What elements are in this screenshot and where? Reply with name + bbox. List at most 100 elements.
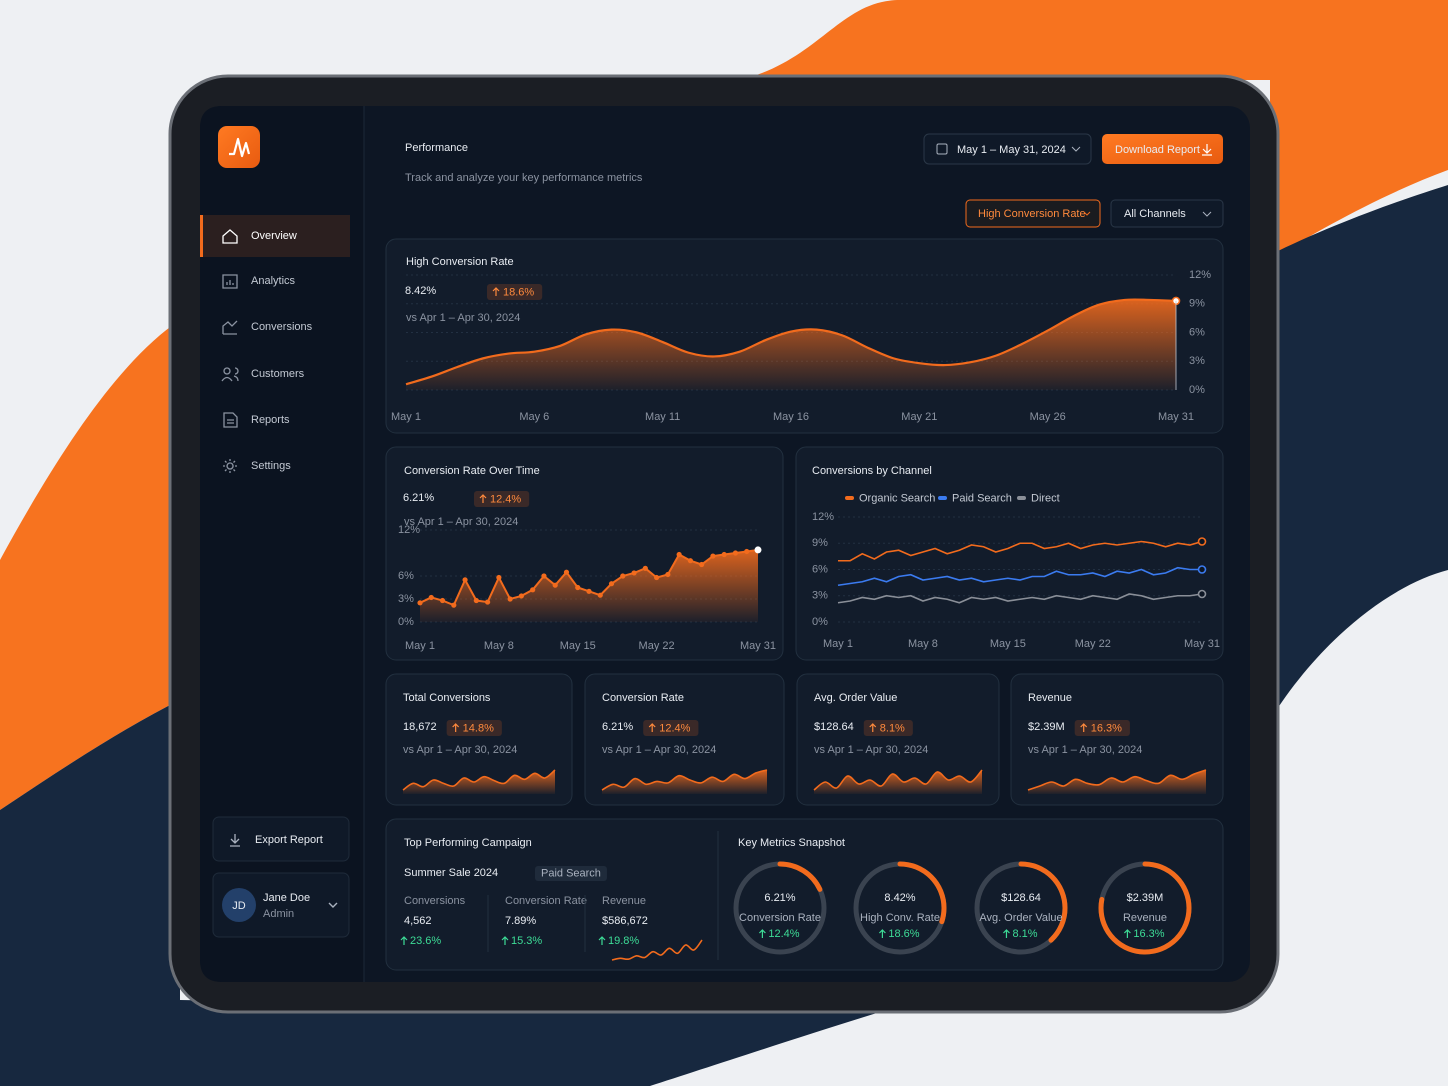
point bbox=[721, 551, 727, 558]
point bbox=[732, 550, 739, 556]
x-tick-label: May 15 bbox=[990, 638, 1026, 650]
up-arrow bbox=[598, 936, 606, 945]
legend-swatch bbox=[938, 496, 947, 500]
chevron bbox=[1202, 211, 1212, 217]
point bbox=[754, 546, 762, 554]
sidebar bbox=[200, 106, 364, 982]
metric-label: Revenue bbox=[602, 895, 646, 907]
area-fill bbox=[420, 549, 758, 622]
user-role: Admin bbox=[263, 908, 294, 920]
export-button[interactable] bbox=[212, 816, 350, 862]
x-tick-label: May 1 bbox=[405, 640, 435, 652]
change-value: 18.6% bbox=[503, 286, 534, 298]
nav-item[interactable]: Customers bbox=[251, 368, 305, 380]
up-arrow bbox=[1123, 929, 1131, 938]
nav-item[interactable]: Reports bbox=[251, 414, 290, 426]
card-title: Top Performing Campaign bbox=[404, 837, 532, 849]
channel-filter-label: All Channels bbox=[1124, 208, 1186, 220]
series-line bbox=[837, 593, 1203, 604]
user-card[interactable] bbox=[212, 872, 350, 938]
page-subtitle: Track and analyze your key performance m… bbox=[405, 172, 643, 184]
ring-label: High Conv. Rate bbox=[860, 912, 940, 924]
kpi-card bbox=[796, 673, 1000, 806]
change-badge bbox=[643, 720, 699, 736]
sparkline bbox=[611, 939, 703, 961]
x-tick-label: May 22 bbox=[639, 640, 675, 652]
chevron bbox=[328, 902, 338, 908]
up-arrow bbox=[479, 494, 487, 503]
metric-filter[interactable] bbox=[965, 199, 1101, 228]
kpi-title: Conversion Rate bbox=[602, 692, 684, 704]
y-tick-label: 9% bbox=[1189, 298, 1205, 310]
kpi-compare: vs Apr 1 – Apr 30, 2024 bbox=[814, 744, 928, 756]
nav-icon bbox=[221, 367, 239, 382]
ring-value: $128.64 bbox=[1001, 892, 1041, 904]
download-button[interactable] bbox=[1102, 134, 1223, 164]
ring-label: Avg. Order Value bbox=[979, 912, 1062, 924]
export-icon bbox=[230, 834, 240, 847]
nav-icon bbox=[223, 412, 238, 428]
x-tick-label: May 8 bbox=[908, 638, 938, 650]
y-tick-label: 3% bbox=[812, 590, 828, 602]
channel-card bbox=[795, 446, 1224, 661]
nav-icon bbox=[222, 320, 238, 335]
kpi-compare: vs Apr 1 – Apr 30, 2024 bbox=[602, 744, 716, 756]
nav-item[interactable]: Analytics bbox=[251, 275, 296, 287]
sparkline bbox=[402, 769, 556, 791]
date-range: May 1 – May 31, 2024 bbox=[957, 144, 1066, 156]
up-arrow bbox=[492, 287, 500, 296]
point bbox=[744, 548, 750, 555]
kpi-compare: vs Apr 1 – Apr 30, 2024 bbox=[1028, 744, 1142, 756]
metric-label: Conversion Rate bbox=[505, 895, 587, 907]
bg-wave bbox=[0, 320, 180, 810]
point bbox=[699, 561, 705, 568]
legend-label: Direct bbox=[1031, 492, 1060, 504]
kpi-value: 18,672 bbox=[403, 721, 437, 733]
change-value: 8.1% bbox=[1012, 928, 1037, 940]
nav-item[interactable]: Settings bbox=[251, 460, 291, 472]
kpi-title: Revenue bbox=[1028, 692, 1072, 704]
up-arrow bbox=[878, 929, 886, 938]
sparkline bbox=[601, 769, 768, 791]
up-arrow bbox=[452, 723, 460, 732]
point bbox=[563, 569, 570, 575]
nav-item[interactable]: Overview bbox=[251, 230, 297, 242]
y-tick-label: 3% bbox=[398, 593, 414, 605]
change-value: 14.8% bbox=[463, 722, 494, 734]
point bbox=[597, 592, 603, 598]
channel-filter[interactable] bbox=[1110, 199, 1224, 228]
metric-value: 7.89% bbox=[505, 915, 536, 927]
card-title: Conversions by Channel bbox=[812, 465, 932, 477]
nav-indicator bbox=[200, 215, 203, 257]
download-label: Download Report bbox=[1115, 144, 1200, 156]
point bbox=[451, 602, 457, 608]
change-value: 12.4% bbox=[659, 722, 690, 734]
x-tick-label: May 11 bbox=[645, 411, 680, 423]
end-point bbox=[1197, 537, 1207, 546]
kpi-value: $2.39M bbox=[1028, 721, 1065, 733]
card-title: Key Metrics Snapshot bbox=[738, 837, 845, 849]
point bbox=[428, 594, 434, 601]
card-title: Conversion Rate Over Time bbox=[404, 465, 540, 477]
tag-bg bbox=[535, 866, 607, 881]
y-tick-label: 0% bbox=[1189, 384, 1205, 396]
point bbox=[473, 597, 479, 604]
y-tick-label: 12% bbox=[812, 511, 834, 523]
date-picker[interactable] bbox=[923, 133, 1092, 165]
x-tick-label: May 21 bbox=[901, 411, 937, 423]
ring-progress bbox=[853, 861, 947, 955]
y-tick-label: 0% bbox=[812, 616, 828, 628]
point bbox=[496, 574, 502, 581]
up-arrow bbox=[501, 936, 509, 945]
change-badge bbox=[446, 720, 502, 736]
x-tick-label: May 15 bbox=[560, 640, 596, 652]
y-tick-label: 12% bbox=[398, 524, 420, 536]
kpi-title: Avg. Order Value bbox=[814, 692, 897, 704]
x-tick-label: May 1 bbox=[823, 638, 853, 650]
ring-label: Revenue bbox=[1123, 912, 1167, 924]
card-title: High Conversion Rate bbox=[406, 256, 514, 268]
nav-item[interactable]: Conversions bbox=[251, 321, 313, 333]
legend-label: Paid Search bbox=[952, 492, 1012, 504]
change-value: 8.1% bbox=[880, 722, 905, 734]
